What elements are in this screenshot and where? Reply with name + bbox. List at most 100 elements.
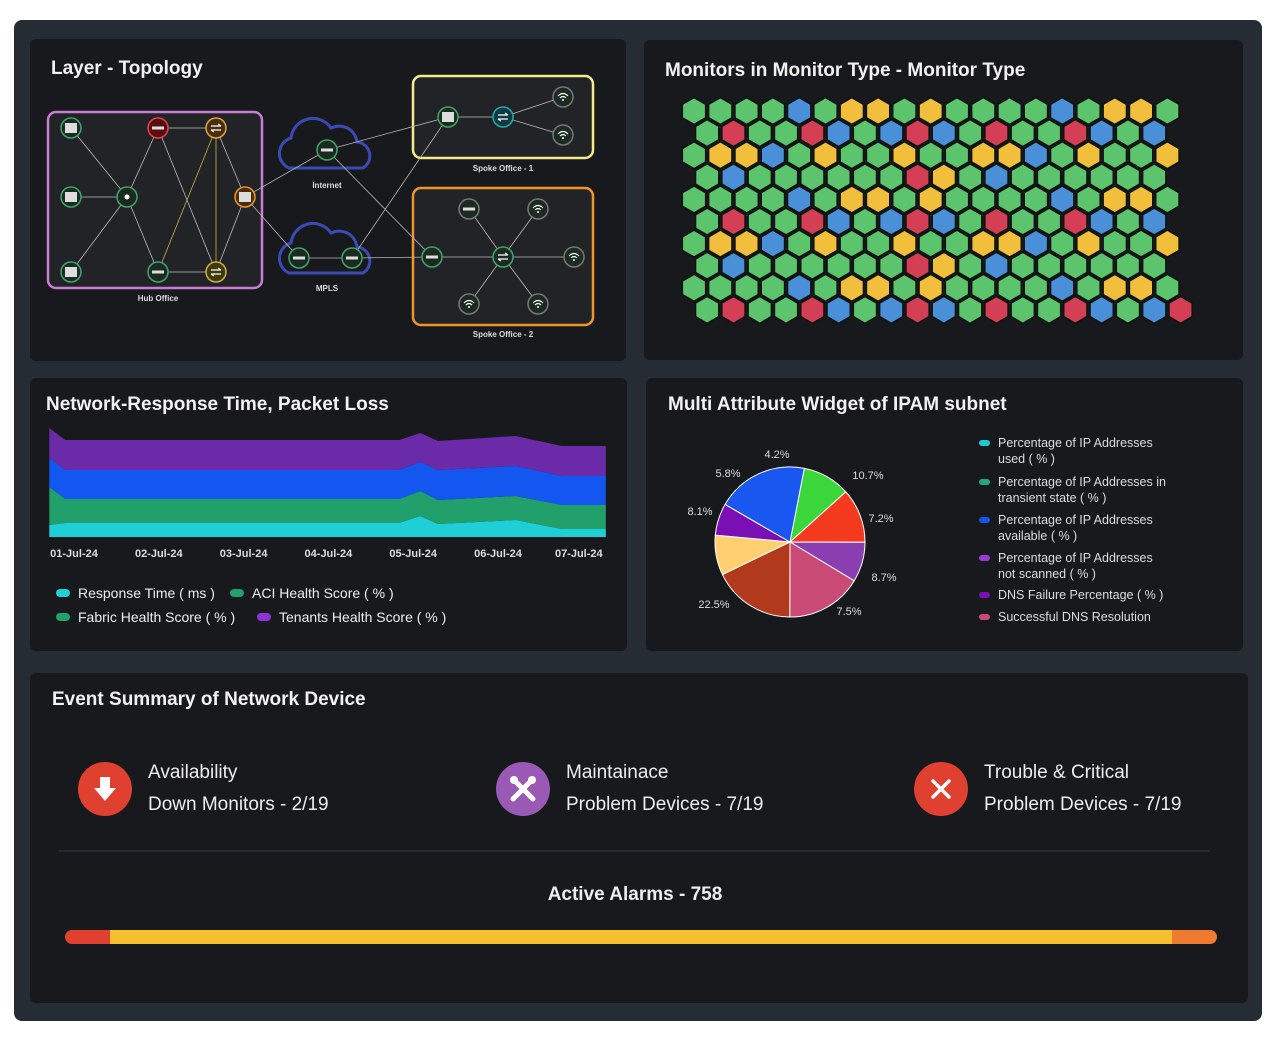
monitor-hex[interactable]: [681, 273, 707, 303]
monitor-hex[interactable]: [931, 207, 957, 236]
monitor-hex[interactable]: [813, 140, 838, 170]
monitor-hex[interactable]: [694, 162, 720, 192]
monitor-hex[interactable]: [681, 96, 707, 126]
monitor-hex[interactable]: [1062, 207, 1088, 236]
monitor-hex[interactable]: [773, 207, 799, 236]
monitor-hex[interactable]: [734, 229, 760, 259]
legend-item[interactable]: Percentage of IP Addresses available ( %…: [979, 512, 1168, 544]
monitor-hex[interactable]: [1141, 207, 1167, 236]
monitor-hex[interactable]: [799, 251, 825, 281]
monitor-hex[interactable]: [1141, 162, 1167, 192]
monitor-hex[interactable]: [905, 207, 931, 236]
monitor-hex[interactable]: [852, 118, 878, 148]
monitor-hex[interactable]: [760, 140, 786, 170]
active-alarms-bar[interactable]: [65, 930, 1217, 944]
monitor-hex[interactable]: [813, 184, 838, 214]
monitor-hex[interactable]: [944, 96, 970, 126]
legend-item[interactable]: Response Time ( ms ): [56, 585, 215, 601]
monitor-hex[interactable]: [721, 162, 746, 192]
monitor-hex[interactable]: [918, 229, 944, 259]
monitor-hex[interactable]: [681, 184, 707, 214]
monitor-hex[interactable]: [1128, 140, 1154, 170]
monitor-hex[interactable]: [694, 295, 720, 325]
monitor-hex[interactable]: [905, 251, 931, 281]
pie-slice[interactable]: [789, 541, 855, 618]
monitor-hex[interactable]: [734, 184, 760, 214]
monitor-hex[interactable]: [944, 140, 970, 170]
monitor-hex[interactable]: [852, 162, 878, 192]
monitor-hex[interactable]: [1023, 140, 1049, 170]
monitor-hex[interactable]: [1049, 96, 1075, 126]
monitor-hex[interactable]: [983, 251, 1009, 281]
monitor-hex[interactable]: [852, 207, 878, 236]
monitor-hex[interactable]: [957, 162, 983, 192]
monitor-hex[interactable]: [957, 207, 983, 236]
monitor-hex[interactable]: [799, 295, 825, 325]
monitor-hex[interactable]: [878, 207, 904, 236]
monitor-hex[interactable]: [1115, 118, 1141, 148]
monitor-hex[interactable]: [918, 184, 944, 214]
monitor-hex[interactable]: [891, 273, 917, 303]
monitor-hex[interactable]: [747, 295, 773, 325]
monitor-hex[interactable]: [891, 184, 917, 214]
legend-item[interactable]: Tenants Health Score ( % ): [257, 609, 446, 625]
monitor-hex[interactable]: [1115, 207, 1141, 236]
monitor-hex[interactable]: [813, 96, 838, 126]
monitor-hex[interactable]: [839, 184, 865, 214]
monitor-hex[interactable]: [865, 229, 891, 259]
monitor-hex[interactable]: [931, 118, 957, 148]
monitor-hex[interactable]: [878, 251, 904, 281]
monitor-hex[interactable]: [918, 140, 944, 170]
monitor-hex[interactable]: [931, 295, 957, 325]
monitor-hex[interactable]: [747, 251, 773, 281]
monitor-hex[interactable]: [1141, 295, 1167, 325]
monitor-hex[interactable]: [1023, 96, 1049, 126]
monitor-hex[interactable]: [707, 184, 733, 214]
legend-item[interactable]: Successful DNS Resolution: [979, 609, 1168, 625]
monitor-hex[interactable]: [826, 251, 852, 281]
monitor-hex[interactable]: [799, 118, 825, 148]
monitor-hex[interactable]: [918, 273, 944, 303]
monitor-hex[interactable]: [1128, 184, 1154, 214]
monitor-hex[interactable]: [681, 229, 707, 259]
monitor-hex[interactable]: [799, 162, 825, 192]
monitor-hex[interactable]: [760, 229, 786, 259]
monitor-hex[interactable]: [773, 295, 799, 325]
monitor-hex[interactable]: [721, 118, 746, 148]
monitor-hex[interactable]: [957, 295, 983, 325]
monitor-hex[interactable]: [970, 96, 996, 126]
monitor-hex[interactable]: [1010, 295, 1036, 325]
monitor-hex[interactable]: [1049, 140, 1075, 170]
monitor-hex[interactable]: [1062, 118, 1088, 148]
monitor-hex[interactable]: [747, 162, 773, 192]
monitor-hex[interactable]: [970, 184, 996, 214]
legend-item[interactable]: Fabric Health Score ( % ): [56, 609, 235, 625]
monitor-hex[interactable]: [1010, 118, 1036, 148]
monitor-hex[interactable]: [721, 207, 746, 236]
monitor-hex[interactable]: [786, 96, 812, 126]
monitor-hex[interactable]: [1075, 273, 1102, 303]
monitor-hex[interactable]: [1154, 273, 1180, 303]
monitor-hex[interactable]: [905, 162, 931, 192]
monitor-hex[interactable]: [1036, 207, 1062, 236]
monitor-hex[interactable]: [1154, 96, 1180, 126]
monitor-hex[interactable]: [839, 140, 865, 170]
monitor-hex[interactable]: [1010, 207, 1036, 236]
monitor-hex[interactable]: [1128, 273, 1154, 303]
monitor-hex[interactable]: [1089, 207, 1115, 236]
monitor-hex[interactable]: [813, 273, 838, 303]
monitor-hex[interactable]: [1023, 273, 1049, 303]
monitor-hex[interactable]: [1128, 96, 1154, 126]
monitor-hex[interactable]: [865, 184, 891, 214]
monitor-hex[interactable]: [944, 273, 970, 303]
monitor-hex[interactable]: [826, 118, 852, 148]
monitor-hex[interactable]: [813, 229, 838, 259]
monitor-hex[interactable]: [918, 96, 944, 126]
monitor-hex[interactable]: [694, 118, 720, 148]
monitor-hex[interactable]: [721, 295, 746, 325]
legend-item[interactable]: ACI Health Score ( % ): [230, 585, 394, 601]
monitor-hex[interactable]: [878, 295, 904, 325]
monitor-hex[interactable]: [773, 162, 799, 192]
monitor-hex[interactable]: [681, 140, 707, 170]
monitor-hex[interactable]: [747, 118, 773, 148]
